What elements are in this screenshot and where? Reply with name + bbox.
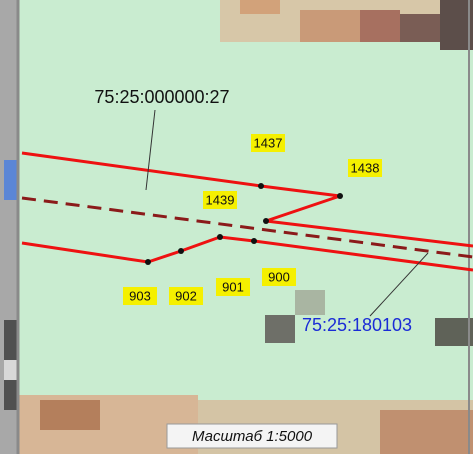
parcel-label: 75:25:180103 xyxy=(302,315,412,335)
point-label: 901 xyxy=(222,279,244,294)
point-label: 902 xyxy=(175,288,197,303)
vertex xyxy=(217,234,223,240)
parcel-label: 75:25:000000:27 xyxy=(94,87,229,107)
point-label: 900 xyxy=(268,269,290,284)
map: 75:25:000000:27 75:25:180103 Масштаб 1:5… xyxy=(0,0,473,454)
vertex xyxy=(258,183,264,189)
scale-label: Масштаб 1:5000 xyxy=(192,428,313,445)
vertex xyxy=(337,193,343,199)
vertex xyxy=(178,248,184,254)
point-label: 903 xyxy=(129,288,151,303)
background xyxy=(0,0,473,454)
vertex xyxy=(263,218,269,224)
vertex xyxy=(251,238,257,244)
vertex xyxy=(145,259,151,265)
point-label: 1439 xyxy=(206,192,235,207)
point-label: 1438 xyxy=(351,160,380,175)
point-label: 1437 xyxy=(254,135,283,150)
